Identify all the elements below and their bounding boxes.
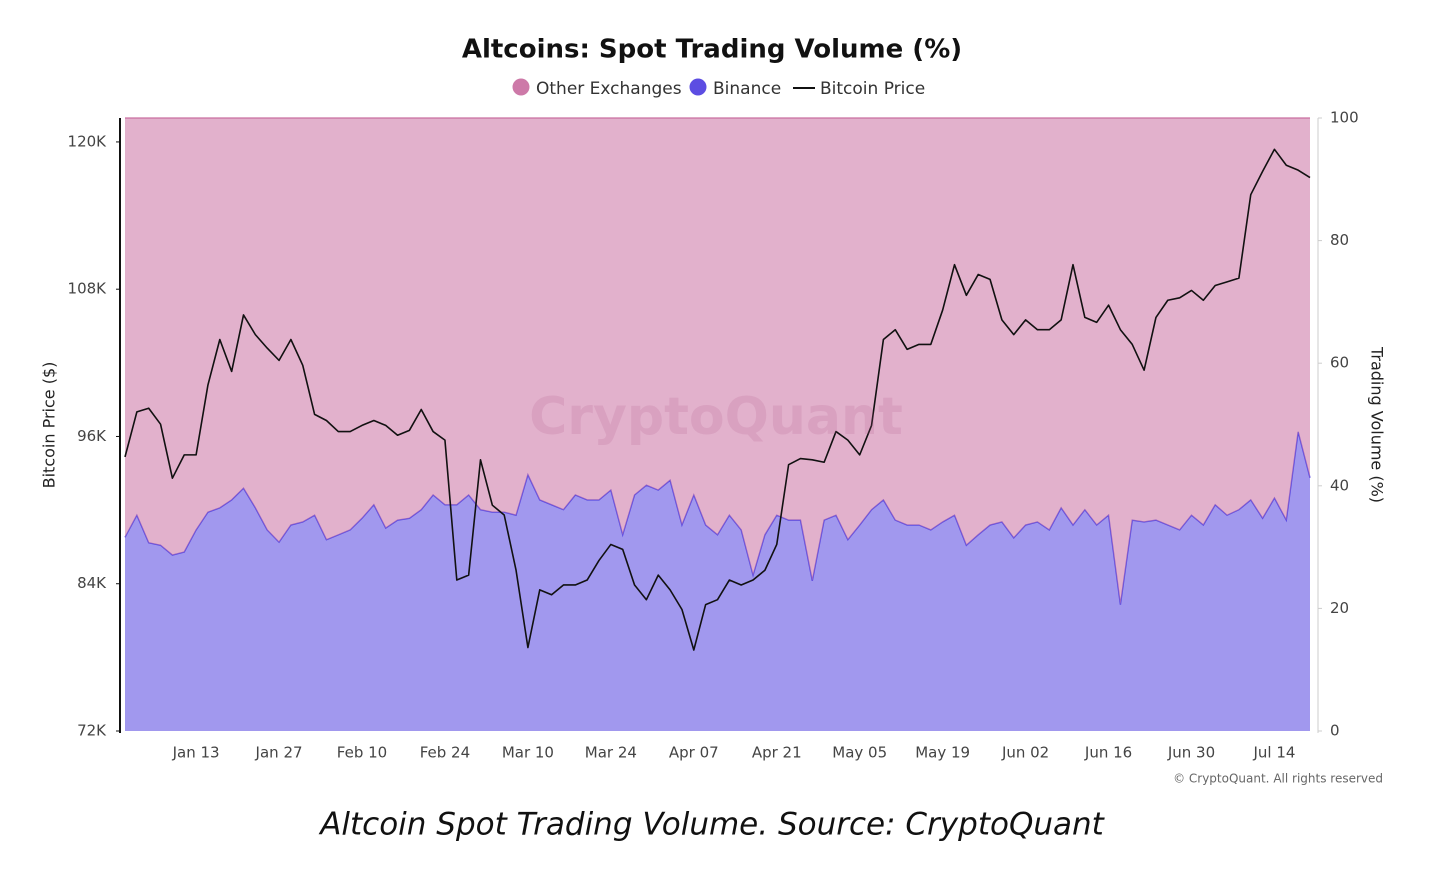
legend-item: Other Exchanges bbox=[512, 78, 682, 99]
y-tick-label: 120K bbox=[68, 132, 108, 150]
legend-swatch bbox=[689, 78, 707, 96]
legend-swatch bbox=[512, 78, 530, 96]
x-tick-label: Feb 24 bbox=[420, 744, 470, 762]
x-tick-label: Apr 21 bbox=[752, 744, 802, 762]
x-tick-label: Mar 24 bbox=[585, 744, 637, 762]
legend-label: Other Exchanges bbox=[536, 79, 682, 99]
y2-tick-label: 40 bbox=[1330, 476, 1349, 494]
axes: 72K 84K 96K 108K 120K 0 20 40 60 80 100 Jan 13 Jan 2… bbox=[68, 109, 1359, 762]
legend-label: Binance bbox=[713, 79, 781, 99]
y-tick-label: 72K bbox=[77, 722, 107, 740]
legend-label: Bitcoin Price bbox=[820, 79, 925, 99]
x-tick-label: Jun 02 bbox=[1001, 744, 1049, 762]
x-tick-label: Apr 07 bbox=[669, 744, 719, 762]
x-tick-label: Mar 10 bbox=[502, 744, 554, 762]
line bbox=[124, 148, 1311, 651]
y-axis-title: Bitcoin Price ($) bbox=[40, 362, 59, 489]
y2-axis-title: Trading Volume (%) bbox=[1368, 346, 1387, 503]
area bbox=[125, 118, 1310, 605]
area bbox=[125, 431, 1310, 731]
copyright: © CryptoQuant. All rights reserved bbox=[1173, 772, 1383, 786]
y2-tick-label: 60 bbox=[1330, 354, 1349, 372]
y2-tick-label: 100 bbox=[1330, 109, 1359, 127]
y2-tick-label: 0 bbox=[1330, 722, 1340, 740]
x-tick-label: May 19 bbox=[915, 744, 970, 762]
watermark: CryptoQuant bbox=[529, 387, 903, 447]
x-tick-label: Feb 10 bbox=[337, 744, 387, 762]
x-tick-label: Jan 13 bbox=[172, 744, 220, 762]
x-tick-label: Jan 27 bbox=[255, 744, 303, 762]
legend: Other Exchanges Binance Bitcoin Price bbox=[512, 78, 925, 99]
y2-tick-label: 80 bbox=[1330, 231, 1349, 249]
y-tick-label: 96K bbox=[77, 427, 107, 445]
x-tick-label: Jun 16 bbox=[1084, 744, 1132, 762]
x-tick-label: Jun 30 bbox=[1167, 744, 1215, 762]
legend-item: Binance bbox=[689, 78, 781, 99]
y-tick-label: 108K bbox=[68, 280, 108, 298]
y2-tick-label: 20 bbox=[1330, 599, 1349, 617]
y-tick-label: 84K bbox=[77, 574, 107, 592]
plot-area bbox=[124, 117, 1311, 731]
caption: Altcoin Spot Trading Volume. Source: Cry… bbox=[318, 807, 1105, 843]
x-tick-label: Jul 14 bbox=[1252, 744, 1295, 762]
chart-title: Altcoins: Spot Trading Volume (%) bbox=[462, 35, 962, 65]
legend-item: Bitcoin Price bbox=[793, 79, 925, 99]
x-tick-label: May 05 bbox=[832, 744, 887, 762]
